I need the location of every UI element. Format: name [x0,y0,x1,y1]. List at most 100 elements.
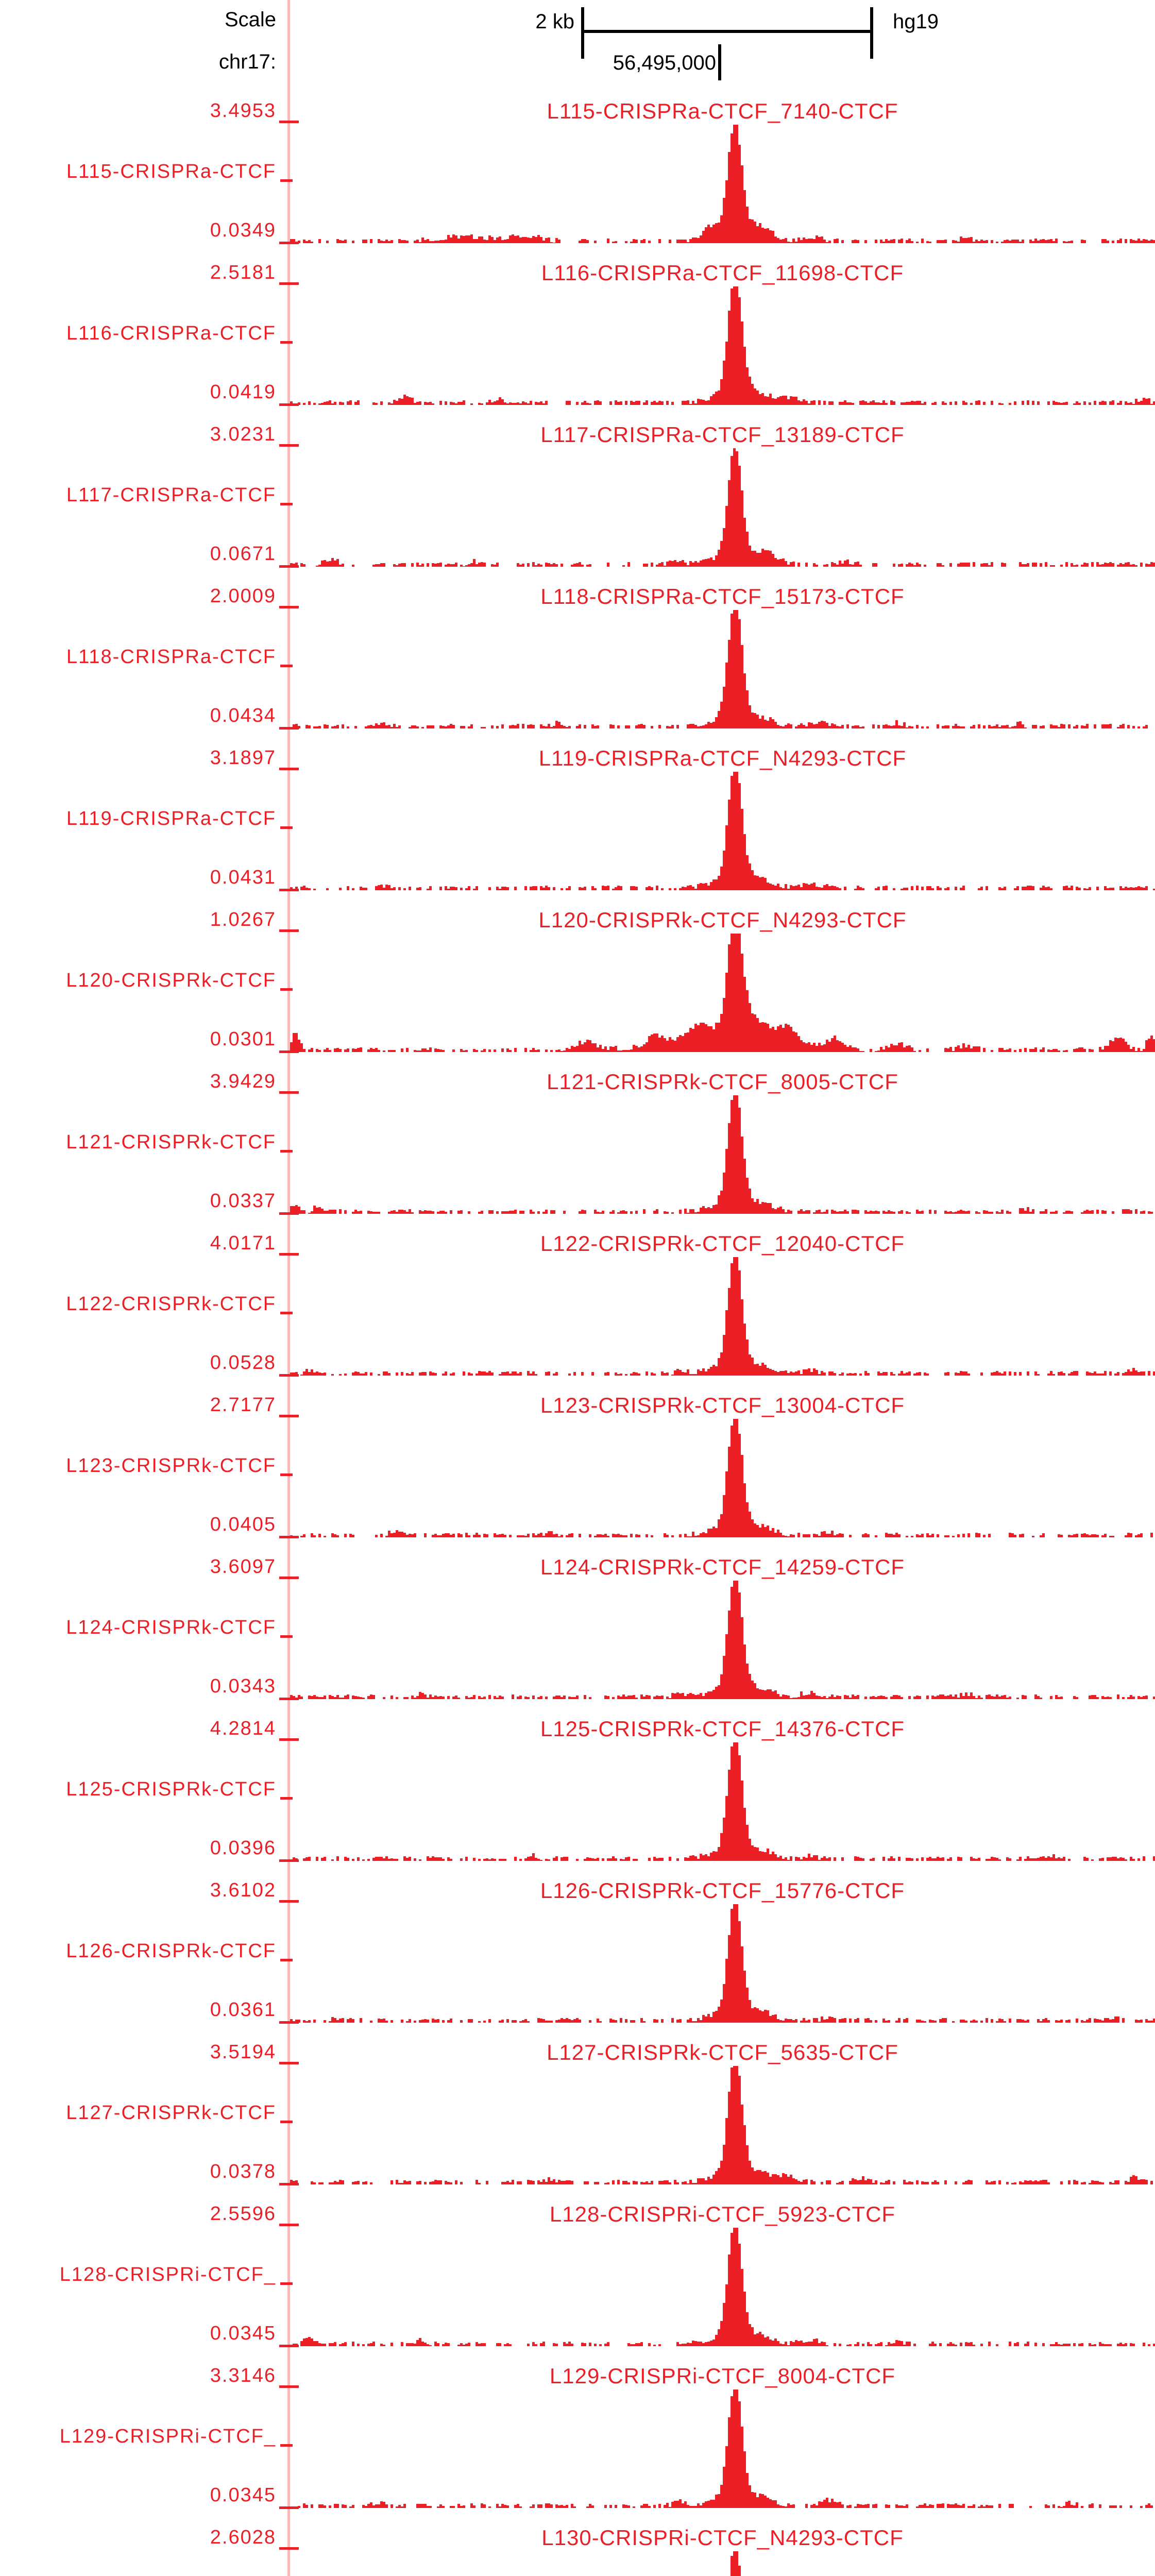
track-max-value: 3.9429 [210,1071,276,1092]
track-peak-title: L115-CRISPRa-CTCF_7140-CTCF [547,99,898,123]
axis-top-tick [279,444,299,447]
signal-area [290,2066,1155,2184]
axis-baseline-tick [279,1212,299,1215]
signal-area [290,934,1155,1052]
signal-area [290,2228,1155,2346]
axis-mid-tick [280,665,293,667]
axis-top-tick [279,2547,299,2550]
track-name-label: L116-CRISPRa-CTCF [66,323,276,344]
track-signal-plot[interactable] [290,1581,1155,1699]
axis-top-tick [279,121,299,123]
axis-mid-tick [280,2282,293,2285]
track-max-value: 2.5596 [210,2203,276,2225]
track-min-value: 0.0345 [210,2323,276,2344]
axis-mid-tick [280,826,293,829]
axis-mid-tick [280,1959,293,1961]
track-peak-title: L116-CRISPRa-CTCF_11698-CTCF [541,261,904,285]
track-signal-plot[interactable] [290,610,1155,728]
axis-top-tick [279,2385,299,2388]
track-row: 4.2814 L125-CRISPRk-CTCF_14376-CTCF L125-C… [0,1714,1155,1875]
track-name-label: L119-CRISPRa-CTCF [66,808,276,829]
axis-top-tick [279,282,299,285]
axis-top-tick [279,2224,299,2226]
track-name-label: L118-CRISPRa-CTCF [66,646,276,668]
track-min-value: 0.0301 [210,1028,276,1050]
track-row: 3.0231 L117-CRISPRa-CTCF_13189-CTCF L117-C… [0,419,1155,581]
axis-mid-tick [280,503,293,505]
track-min-value: 0.0337 [210,1190,276,1212]
axis-baseline-tick [279,1698,299,1700]
scale-bar-value: 2 kb [535,10,574,33]
track-signal-plot[interactable] [290,2066,1155,2184]
track-signal-plot[interactable] [290,772,1155,890]
track-min-value: 0.0671 [210,543,276,565]
axis-baseline-tick [279,2183,299,2185]
track-row: 3.9429 L121-CRISPRk-CTCF_8005-CTCF L121-CR… [0,1066,1155,1228]
axis-baseline-tick [279,727,299,730]
signal-area [290,125,1155,243]
track-peak-title: L125-CRISPRk-CTCF_14376-CTCF [540,1717,905,1741]
axis-baseline-tick [279,2506,299,2509]
axis-mid-tick [280,341,293,344]
axis-baseline-tick [279,403,299,406]
axis-top-tick [279,768,299,770]
scale-label: Scale [224,8,276,31]
axis-mid-tick [280,179,293,182]
track-max-value: 3.4953 [210,100,276,122]
track-row: 3.5194 L127-CRISPRk-CTCF_5635-CTCF L127-CR… [0,2037,1155,2199]
signal-area [290,448,1155,567]
track-name-label: L115-CRISPRa-CTCF [66,161,276,182]
track-max-value: 2.5181 [210,262,276,283]
axis-mid-tick [280,1312,293,1314]
axis-baseline-tick [279,1374,299,1377]
track-min-value: 0.0345 [210,2484,276,2506]
track-max-value: 2.6028 [210,2527,276,2548]
track-peak-title: L122-CRISPRk-CTCF_12040-CTCF [540,1231,905,1256]
track-signal-plot[interactable] [290,934,1155,1052]
track-signal-plot[interactable] [290,1742,1155,1861]
track-name-label: L128-CRISPRi-CTCF_ [59,2264,276,2285]
track-name-label: L117-CRISPRa-CTCF [66,484,276,506]
axis-mid-tick [280,1473,293,1476]
track-row: 3.6102 L126-CRISPRk-CTCF_15776-CTCF L126-C… [0,1875,1155,2037]
track-peak-title: L124-CRISPRk-CTCF_14259-CTCF [540,1555,905,1579]
track-peak-title: L126-CRISPRk-CTCF_15776-CTCF [540,1878,905,1903]
axis-top-tick [279,606,299,608]
track-min-value: 0.0528 [210,1352,276,1374]
coordinate-label: 56,495,000 [613,52,716,74]
track-row: 2.5596 L128-CRISPRi-CTCF_5923-CTCF L128-CR… [0,2199,1155,2361]
track-min-value: 0.0343 [210,1675,276,1697]
chromosome-label: chr17: [218,50,276,73]
axis-baseline-tick [279,2345,299,2347]
track-row: 3.3146 L129-CRISPRi-CTCF_8004-CTCF L129-CR… [0,2361,1155,2522]
track-name-label: L124-CRISPRk-CTCF [66,1617,276,1638]
track-max-value: 2.7177 [210,1394,276,1416]
track-peak-title: L120-CRISPRk-CTCF_N4293-CTCF [538,908,907,932]
axis-baseline-tick [279,2021,299,2024]
track-min-value: 0.0361 [210,1999,276,2021]
signal-area [290,286,1155,405]
track-signal-plot[interactable] [290,125,1155,243]
axis-top-tick [279,1738,299,1741]
track-min-value: 0.0434 [210,705,276,726]
track-signal-plot[interactable] [290,2228,1155,2346]
track-min-value: 0.0405 [210,1514,276,1535]
genome-assembly-label: hg19 [893,10,939,33]
track-signal-plot[interactable] [290,2551,1155,2576]
track-peak-title: L118-CRISPRa-CTCF_15173-CTCF [540,584,905,608]
signal-area [290,772,1155,890]
track-signal-plot[interactable] [290,448,1155,567]
track-row: 2.7177 L123-CRISPRk-CTCF_13004-CTCF L123-C… [0,1390,1155,1552]
signal-area [290,1742,1155,1861]
axis-mid-tick [280,988,293,991]
track-max-value: 3.1897 [210,747,276,769]
axis-top-tick [279,1415,299,1417]
track-signal-plot[interactable] [290,286,1155,405]
axis-mid-tick [280,2121,293,2123]
track-row: 4.0171 L122-CRISPRk-CTCF_12040-CTCF L122-C… [0,1228,1155,1390]
track-name-label: L125-CRISPRk-CTCF [66,1778,276,1800]
axis-mid-tick [280,2444,293,2447]
